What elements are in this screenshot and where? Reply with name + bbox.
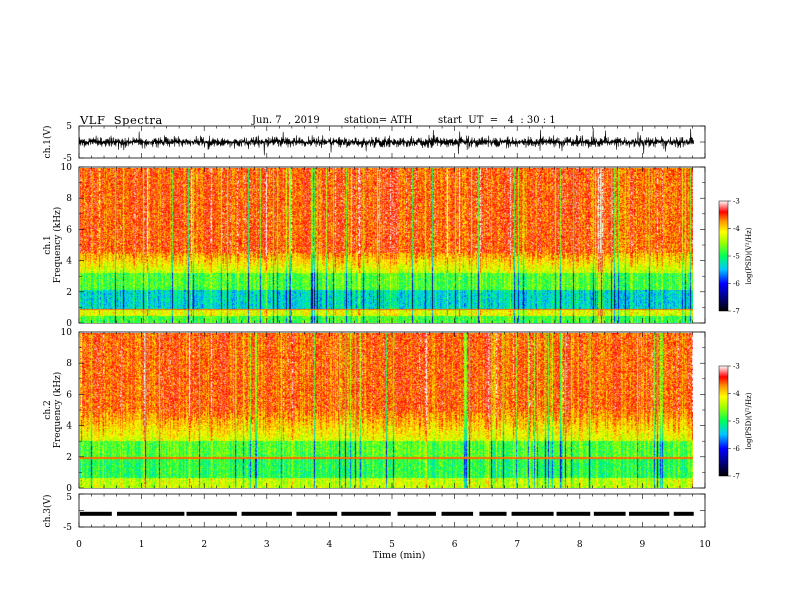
cb-tick-label: -4 <box>733 225 740 233</box>
ch1-spec-ylabel-1: ch.1 <box>43 235 53 254</box>
ch2-spec-ylabel-1: ch.2 <box>43 400 53 419</box>
ch1-ylabel: ch.1(V) <box>42 126 53 159</box>
y-tick-label: 4 <box>66 257 72 267</box>
x-tick-label: 2 <box>201 540 207 550</box>
ch3-ytick-bottom: -5 <box>63 523 72 533</box>
chart-title: VLF Spectra <box>80 113 163 127</box>
ch2-spectrogram-panel: 0 2 4 6 8 10 ch.2 Frequency (kHz) <box>43 328 706 494</box>
ch2-colorbar: -3 -4 -5 -6 -7 log(PSD)(V²/Hz) <box>718 363 753 481</box>
ch3-trace-segment <box>80 511 112 516</box>
ch3-trace-segment <box>511 511 554 516</box>
ch1-ytick-bottom: -5 <box>63 154 72 164</box>
y-tick-label: 2 <box>66 288 72 298</box>
y-tick-label: 8 <box>66 194 72 204</box>
cb-tick-label: -5 <box>733 253 740 261</box>
y-tick-label: 10 <box>61 328 73 338</box>
start-time-label: start UT = 4 : 30 : 1 <box>438 115 556 126</box>
ch3-trace-segment <box>673 511 694 516</box>
x-tick-label: 8 <box>577 540 583 550</box>
x-tick-label: 6 <box>452 540 458 550</box>
ch1-colorbar-ticks: -3 -4 -5 -6 -7 <box>728 198 740 316</box>
cb-tick-label: -3 <box>733 198 740 206</box>
ch1-ytick-top: 5 <box>66 122 72 132</box>
y-tick-label: 0 <box>66 319 72 329</box>
ch1-waveform-panel: ch.1(V) 5 -5 <box>42 122 706 164</box>
y-tick-label: 6 <box>66 225 72 235</box>
ch2-spectrogram-image <box>79 332 693 488</box>
y-tick-label: 4 <box>66 422 72 432</box>
x-tick-label: 9 <box>640 540 646 550</box>
ch2-colorbar-label: log(PSD)(V²/Hz) <box>745 392 753 449</box>
ch3-trace-segment <box>341 511 391 516</box>
cb-tick-label: -7 <box>733 473 740 481</box>
ch3-trace-segment <box>556 511 591 516</box>
x-tick-label: 7 <box>514 540 520 550</box>
cb-tick-label: -6 <box>733 280 740 288</box>
cb-tick-label: -5 <box>733 418 740 426</box>
ch3-trace-segment <box>116 511 185 516</box>
x-tick-label: 10 <box>699 540 711 550</box>
ch1-spectrogram-panel: 0 2 4 6 8 10 ch.1 Frequency (kHz) <box>43 163 706 329</box>
ch1-spec-yticks: 0 2 4 6 8 10 <box>61 163 705 329</box>
y-tick-label: 8 <box>66 359 72 369</box>
y-tick-label: 6 <box>66 390 72 400</box>
ch2-spec-yticks: 0 2 4 6 8 10 <box>61 328 705 494</box>
ch3-trace-segment <box>593 511 626 516</box>
ch3-trace-segment <box>241 511 292 516</box>
date-label: Jun. 7 , 2019 <box>252 115 320 126</box>
ch3-ytick-top: 5 <box>66 493 72 503</box>
ch3-signal-trace <box>79 493 705 528</box>
y-tick-label: 2 <box>66 453 72 463</box>
x-tick-label: 0 <box>76 540 82 550</box>
ch2-colorbar-ticks: -3 -4 -5 -6 -7 <box>728 363 740 481</box>
ch3-trace-segment <box>441 511 474 516</box>
ch3-ylabel: ch.3(V) <box>42 495 53 528</box>
ch3-trace-segment <box>397 511 436 516</box>
x-tick-label: 1 <box>139 540 145 550</box>
x-tick-label: 3 <box>264 540 270 550</box>
ch1-spectrogram-image <box>79 167 693 323</box>
ch3-trace-segment <box>629 511 670 516</box>
ch3-trace-segment <box>186 511 237 516</box>
station-label: station= ATH <box>344 115 413 126</box>
ch1-colorbar-label: log(PSD)(V²/Hz) <box>745 227 753 284</box>
xaxis-label: Time (min) <box>373 550 426 561</box>
ch3-trace-segment <box>296 511 338 516</box>
y-tick-label: 0 <box>66 484 72 494</box>
cb-tick-label: -3 <box>733 363 740 371</box>
ch3-trace-segment <box>479 511 507 516</box>
ch1-colorbar: -3 -4 -5 -6 -7 log(PSD)(V²/Hz) <box>718 198 753 316</box>
ch2-spec-ylabel-2: Frequency (kHz) <box>52 372 63 449</box>
ch1-waveform-line <box>78 128 695 156</box>
x-tick-label: 4 <box>327 540 333 550</box>
time-axis: 0 1 2 3 4 5 6 7 8 9 10 <box>76 126 711 550</box>
ch1-spec-ylabel-2: Frequency (kHz) <box>52 207 63 284</box>
cb-tick-label: -7 <box>733 308 740 316</box>
cb-tick-label: -4 <box>733 390 740 398</box>
cb-tick-label: -6 <box>733 445 740 453</box>
x-tick-label: 5 <box>389 540 395 550</box>
ch3-signal-panel: ch.3(V) 5 -5 <box>42 493 706 533</box>
y-tick-label: 10 <box>61 163 73 173</box>
